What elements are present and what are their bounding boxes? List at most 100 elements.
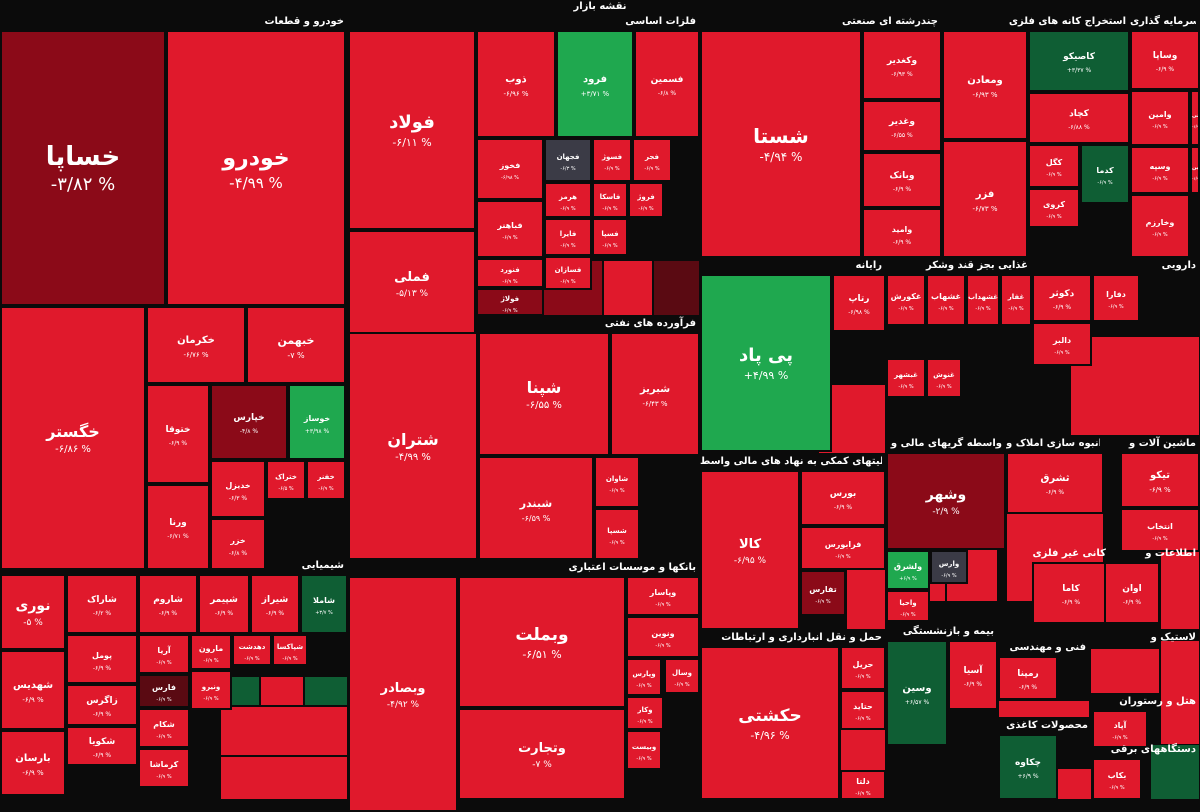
stock-tile[interactable]: فسمین -۶/۸ % (634, 30, 700, 138)
stock-tile[interactable]: وساپا -۶/۹ % (1130, 30, 1200, 90)
stock-tile[interactable]: وغدیر -۶/۵۵ % (862, 100, 942, 152)
stock-tile[interactable]: غشهداب -۶/۹ % (966, 274, 1000, 326)
stock-tile[interactable]: تیکو -۶/۹ % (1120, 452, 1200, 508)
stock-tile[interactable]: کاما -۶/۹ % (1032, 562, 1110, 624)
stock-tile[interactable]: شکویا -۶/۹ % (66, 726, 138, 766)
stock-tile[interactable]: غفار -۶/۹ % (1000, 274, 1032, 326)
stock-tile[interactable]: غنوش -۶/۹ % (926, 358, 962, 398)
stock-tile[interactable]: حتاید -۶/۹ % (840, 690, 886, 730)
stock-tile[interactable]: کچاد -۶/۸۸ % (1028, 92, 1130, 144)
stock-tile[interactable]: فنورد -۶/۹ % (476, 258, 544, 288)
stock-tile[interactable]: ذوب -۶/۹۶ % (476, 30, 556, 138)
stock-tile[interactable]: ولشرق +۶/۹ % (886, 550, 930, 590)
stock-tile[interactable]: غشهاب -۶/۹ % (926, 274, 966, 326)
stock-tile[interactable]: واتی -۶/۹ % (1190, 90, 1200, 146)
stock-tile[interactable]: خبهمن -۷ % (246, 306, 346, 384)
stock-tile[interactable]: خوساز +۳/۹۸ % (288, 384, 346, 460)
stock-tile[interactable]: وبیست -۶/۹ % (626, 730, 662, 770)
stock-tile[interactable]: فسازان -۶/۹ % (544, 256, 592, 290)
stock-tile[interactable]: شتران -۴/۹۹ % (348, 332, 478, 560)
stock-tile[interactable]: بارسان -۶/۹ % (0, 730, 66, 796)
stock-tile[interactable]: خودرو -۴/۹۹ % (166, 30, 346, 306)
stock-tile[interactable]: شیراز -۶/۹ % (250, 574, 300, 634)
stock-tile[interactable]: شاوان -۶/۹ % (594, 456, 640, 508)
stock-tile[interactable]: ختوقا -۶/۹ % (146, 384, 210, 484)
stock-tile[interactable]: کگل -۶/۹ % (1028, 144, 1080, 188)
stock-tile[interactable]: خفنر -۶/۹ % (306, 460, 346, 500)
stock-tile[interactable]: شبریز -۶/۴۳ % (610, 332, 700, 456)
stock-tile[interactable]: حکشتی -۴/۹۶ % (700, 646, 840, 800)
stock-tile[interactable]: وکار -۶/۹ % (626, 696, 664, 730)
stock-tile[interactable]: فایرا -۶/۹ % (544, 218, 592, 256)
stock-tile[interactable]: فملی -۵/۱۳ % (348, 230, 476, 336)
stock-tile[interactable]: شبندر -۶/۵۹ % (478, 456, 594, 560)
stock-tile[interactable]: فجهان -۶/۳ % (544, 138, 592, 182)
stock-tile[interactable]: واحیا -۶/۹ % (886, 590, 930, 622)
stock-tile[interactable]: وسین +۶/۵۷ % (886, 640, 948, 746)
stock-tile[interactable]: تفارس -۶/۹ % (800, 570, 846, 616)
stock-tile[interactable]: وپاسار -۶/۹ % (626, 576, 700, 616)
stock-tile[interactable]: وسپه -۶/۹ % (1130, 146, 1190, 194)
stock-tile[interactable]: مارون -۶/۹ % (190, 634, 232, 670)
stock-tile[interactable]: دهدشت -۶/۹ % (232, 634, 272, 666)
stock-tile[interactable]: حریل -۶/۹ % (840, 646, 886, 690)
stock-tile[interactable]: وبصادر -۴/۹۲ % (348, 576, 458, 812)
stock-tile[interactable]: نوری -۵ % (0, 574, 66, 650)
stock-tile[interactable]: وتجارت -۷ % (458, 708, 626, 800)
stock-tile[interactable]: وسال -۶/۹ % (664, 658, 700, 694)
stock-tile[interactable]: خزر -۶/۸ % (210, 518, 266, 570)
stock-tile[interactable]: وشهر -۲/۹ % (886, 452, 1006, 550)
stock-tile[interactable]: ونوین -۶/۹ % (626, 616, 700, 658)
stock-tile[interactable]: آسیا -۶/۹ % (948, 640, 998, 710)
stock-tile[interactable]: خدیزل -۶/۳ % (210, 460, 266, 518)
stock-tile[interactable]: خگستر -۶/۸۶ % (0, 306, 146, 570)
stock-tile[interactable]: پی پاد +۴/۹۹ % (700, 274, 832, 452)
stock-tile[interactable]: وپارس -۶/۹ % (626, 658, 662, 696)
stock-tile[interactable]: ثشرق -۶/۹ % (1006, 452, 1104, 514)
stock-tile[interactable]: غبشهر -۶/۹ % (886, 358, 926, 398)
stock-tile[interactable]: غکورش -۶/۹ % (886, 274, 926, 326)
stock-tile[interactable]: انتخاب -۶/۹ % (1120, 508, 1200, 552)
stock-tile[interactable]: وامید -۶/۹ % (862, 208, 942, 258)
stock-tile[interactable]: فخوز -۶/۹۸ % (476, 138, 544, 200)
stock-tile[interactable]: فولاژ -۶/۹ % (476, 288, 544, 316)
stock-tile[interactable]: آپاد -۶/۹ % (1092, 710, 1148, 748)
stock-tile[interactable]: رمپنا -۶/۹ % (998, 656, 1058, 700)
stock-tile[interactable]: شستا -۴/۹۴ % (700, 30, 862, 258)
stock-tile[interactable]: وسین -۶/۹ % (1190, 146, 1200, 194)
stock-tile[interactable]: فولاد -۶/۱۱ % (348, 30, 476, 230)
stock-tile[interactable]: کرماشا -۶/۹ % (138, 748, 190, 788)
stock-tile[interactable]: چکاوه +۶/۹ % (998, 734, 1058, 800)
stock-tile[interactable]: کدما -۶/۹ % (1080, 144, 1130, 204)
stock-tile[interactable]: آریا -۶/۹ % (138, 634, 190, 674)
stock-tile[interactable]: دکوثر -۶/۹ % (1032, 274, 1092, 322)
stock-tile[interactable]: هرمز -۶/۹ % (544, 182, 592, 218)
stock-tile[interactable]: فروژ -۶/۹ % (628, 182, 664, 218)
stock-tile[interactable]: ونیرو -۶/۹ % (190, 670, 232, 710)
stock-tile[interactable]: وکغدیر -۶/۹۳ % (862, 30, 942, 100)
stock-tile[interactable]: فرابورس -۶/۹ % (800, 526, 886, 570)
stock-tile[interactable]: وبملت -۶/۵۱ % (458, 576, 626, 708)
stock-tile[interactable]: شاراک -۶/۲ % (66, 574, 138, 634)
stock-tile[interactable]: شپاکسا -۶/۹ % (272, 634, 308, 666)
stock-tile[interactable]: ورنا -۶/۷۱ % (146, 484, 210, 570)
stock-tile[interactable]: وخارزم -۶/۹ % (1130, 194, 1190, 258)
stock-tile[interactable]: کاصیکو +۳/۳۷ % (1028, 30, 1130, 92)
stock-tile[interactable]: شهدیس -۶/۹ % (0, 650, 66, 730)
stock-tile[interactable]: وامین -۶/۹ % (1130, 90, 1190, 146)
stock-tile[interactable]: شاروم -۶/۹ % (138, 574, 198, 634)
stock-tile[interactable]: رتاپ -۶/۹۸ % (832, 274, 886, 332)
stock-tile[interactable]: ختراک -۶/۵ % (266, 460, 306, 500)
stock-tile[interactable]: فجر -۶/۹ % (632, 138, 672, 182)
stock-tile[interactable]: فباهنر -۶/۹ % (476, 200, 544, 258)
stock-tile[interactable]: دلتا -۶/۹ % (840, 770, 886, 800)
stock-tile[interactable]: شکام -۶/۹ % (138, 708, 190, 748)
stock-tile[interactable]: فسپا -۶/۹ % (592, 218, 628, 256)
stock-tile[interactable]: ومعادن -۶/۹۳ % (942, 30, 1028, 140)
stock-tile[interactable]: شسپا -۶/۹ % (594, 508, 640, 560)
stock-tile[interactable]: بکاب -۶/۹ % (1092, 758, 1142, 800)
stock-tile[interactable]: شپیمر -۶/۹ % (198, 574, 250, 634)
stock-tile[interactable]: وارس -۶/۹ % (930, 550, 968, 584)
stock-tile[interactable]: خپارس -۴/۸ % (210, 384, 288, 460)
stock-tile[interactable]: فزر -۶/۷۳ % (942, 140, 1028, 258)
